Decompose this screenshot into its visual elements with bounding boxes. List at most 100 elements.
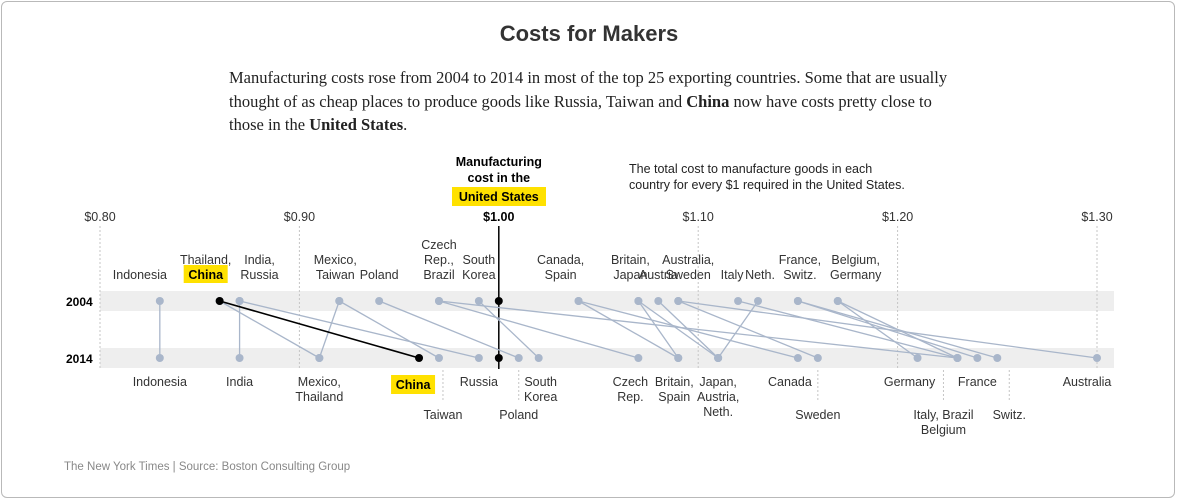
note-line2: country for every $1 required in the Uni… xyxy=(629,178,905,192)
us-annotation-line2: cost in the xyxy=(468,171,531,185)
point-2014-canada xyxy=(793,354,802,362)
point-2004-china xyxy=(215,297,224,305)
label-2004: Brazil xyxy=(423,268,454,282)
chart-title: Costs for Makers xyxy=(499,21,679,46)
label-2004: Neth. xyxy=(745,268,775,282)
label-2014: Poland xyxy=(499,408,538,422)
label-2004: India, xyxy=(244,253,275,267)
label-2014: France xyxy=(958,375,997,389)
chart-description: Manufacturing costs rose from 2004 to 20… xyxy=(229,66,969,137)
point-2014-indonesia xyxy=(155,354,164,362)
band-2014 xyxy=(100,348,1114,368)
point-2004-italy xyxy=(734,297,743,305)
label-2004: Britain, xyxy=(611,253,650,267)
slope-line-germany xyxy=(837,300,918,359)
point-2014-russia xyxy=(474,354,483,362)
slope-line-belgium xyxy=(837,300,958,359)
label-2014: Korea xyxy=(524,390,557,404)
label-2014-china: China xyxy=(396,378,432,392)
us-annotation-line3: United States xyxy=(459,190,539,204)
tick-label: $0.80 xyxy=(84,210,115,224)
point-2004-russia xyxy=(235,297,244,305)
point-2004-poland xyxy=(375,297,384,305)
label-2014: Switz. xyxy=(993,408,1026,422)
point-2004-indonesia xyxy=(155,297,164,305)
label-2004: Rep., xyxy=(424,253,454,267)
slope-line-britain xyxy=(637,300,679,359)
description-us: United States xyxy=(309,115,404,134)
label-2004: Korea xyxy=(462,268,495,282)
label-2014: Belgium xyxy=(921,423,966,437)
label-2014: Britain, xyxy=(655,375,694,389)
label-2004: Switz. xyxy=(783,268,816,282)
label-2004: Austria xyxy=(639,268,678,282)
point-2014-india xyxy=(235,354,244,362)
source-footer: The New York Times | Source: Boston Cons… xyxy=(64,461,351,473)
label-2004: Poland xyxy=(360,268,399,282)
point-2014-britain xyxy=(674,354,683,362)
label-2014: Germany xyxy=(884,375,936,389)
row-label-2004: 2004 xyxy=(66,295,93,309)
point-2014-france xyxy=(973,354,982,362)
label-2014: Neth. xyxy=(703,405,733,419)
note-line1: The total cost to manufacture goods in e… xyxy=(629,162,872,176)
description-part-1: Manufacturing costs rose from 2004 to 20… xyxy=(229,68,948,111)
point-2014-taiwan xyxy=(434,354,443,362)
tick-label: $1.30 xyxy=(1081,210,1112,224)
label-2004: Mexico, xyxy=(314,253,357,267)
label-2014: Rep. xyxy=(617,390,643,404)
slope-line-china xyxy=(219,300,420,359)
label-2014: Taiwan xyxy=(424,408,463,422)
point-2004-south-korea xyxy=(474,297,483,305)
slope-line-neth xyxy=(717,300,759,359)
label-2004: Sweden xyxy=(666,268,711,282)
point-2004-japan xyxy=(634,297,643,305)
label-2004: Japan xyxy=(613,268,647,282)
point-2004-germany xyxy=(833,297,842,305)
point-2004-switz xyxy=(793,297,802,305)
label-2014: Canada xyxy=(768,375,812,389)
label-2014: Czech xyxy=(613,375,648,389)
tick-label: $1.20 xyxy=(882,210,913,224)
us-annotation-highlight xyxy=(452,187,546,206)
label-2004: Canada, xyxy=(537,253,584,267)
slope-line-italy xyxy=(737,300,958,359)
label-2014: India xyxy=(226,375,253,389)
slope-line-sweden xyxy=(678,300,819,359)
china-highlight-2004 xyxy=(183,265,228,283)
label-2014: Spain xyxy=(658,390,690,404)
label-2004: Spain xyxy=(545,268,577,282)
label-2004-china: China xyxy=(188,268,224,282)
label-2014: Japan, xyxy=(699,375,737,389)
label-2014: Mexico, xyxy=(298,375,341,389)
label-2004: Thailand, xyxy=(180,253,231,267)
label-2014: South xyxy=(524,375,557,389)
point-2004-taiwan xyxy=(335,297,344,305)
point-2014-belgium xyxy=(953,354,962,362)
label-2004: Australia, xyxy=(662,253,714,267)
point-2014-czech-rep xyxy=(634,354,643,362)
label-2014: Thailand xyxy=(295,390,343,404)
label-2004: Germany xyxy=(830,268,882,282)
point-2014-mexico xyxy=(315,354,324,362)
slope-line-spain xyxy=(578,300,679,359)
point-2014-china xyxy=(415,354,424,362)
point-2014-germany xyxy=(913,354,922,362)
point-2014-switz xyxy=(993,354,1002,362)
point-2004-neth xyxy=(754,297,763,305)
tick-label: $1.10 xyxy=(683,210,714,224)
slope-line-mexico xyxy=(318,300,340,359)
label-2004: South xyxy=(463,253,496,267)
point-2014-united-states xyxy=(494,354,503,362)
label-2014: Sweden xyxy=(795,408,840,422)
label-2004: Taiwan xyxy=(316,268,355,282)
point-2004-austria xyxy=(654,297,663,305)
description-part-2: now have costs pretty close to those in … xyxy=(229,91,932,135)
point-2014-south-korea xyxy=(534,354,543,362)
point-2014-sweden xyxy=(813,354,822,362)
label-2014: Austria, xyxy=(697,390,739,404)
point-2014-australia xyxy=(1093,354,1101,362)
description-part-3: . xyxy=(403,115,408,134)
